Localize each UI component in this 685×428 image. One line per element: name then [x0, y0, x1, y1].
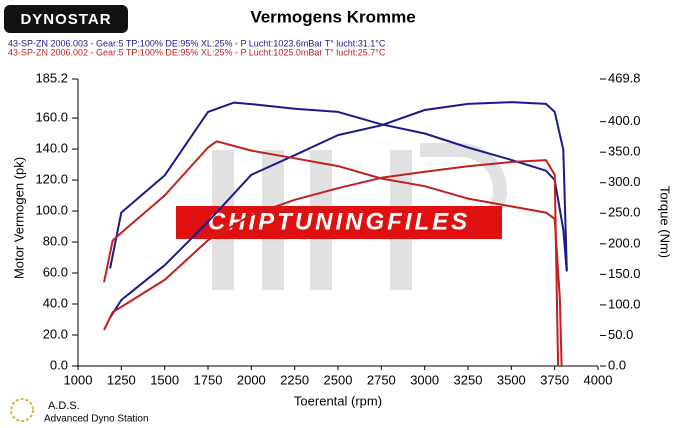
y-tick-label: 0.0	[50, 357, 68, 372]
y2-tick-label: 0.0	[608, 357, 626, 372]
chart-title: Vermogens Kromme	[250, 7, 415, 26]
x-tick-label: 1750	[194, 372, 223, 387]
y-axis-label: Motor Vermogen (pk)	[11, 157, 26, 279]
x-tick-label: 3750	[540, 372, 569, 387]
x-tick-label: 3500	[497, 372, 526, 387]
footer-icon	[10, 398, 34, 422]
footer-short: A.D.S.	[48, 400, 80, 412]
series-line	[109, 101, 568, 319]
series-line	[103, 140, 563, 367]
y-tick-label: 140.0	[35, 140, 68, 155]
x-tick-label: 2500	[324, 372, 353, 387]
logo-box	[4, 5, 128, 33]
y-tick-label: 20.0	[43, 326, 68, 341]
x-tick-label: 1500	[150, 372, 179, 387]
legend-entry: 43-SP-ZN 2006.002 - Gear:5 TP:100% DE:95…	[8, 47, 386, 57]
series-line	[109, 101, 568, 272]
y-tick-label: 40.0	[43, 295, 68, 310]
logo: DYNOSTAR	[20, 11, 111, 28]
y2-tick-label: 250.0	[608, 205, 641, 220]
x-tick-label: 1250	[107, 372, 136, 387]
watermark-box	[176, 206, 502, 239]
y2-tick-label: 469.8	[608, 70, 641, 85]
y2-tick-label: 50.0	[608, 327, 633, 342]
x-tick-label: 3250	[454, 372, 483, 387]
y2-tick-label: 350.0	[608, 144, 641, 159]
y-tick-label: 120.0	[35, 171, 68, 186]
legend-entry: 43-SP-ZN 2006.003 - Gear:5 TP:100% DE:95…	[8, 38, 386, 48]
x-tick-label: 2000	[237, 372, 266, 387]
y2-tick-label: 200.0	[608, 235, 641, 250]
y2-tick-label: 150.0	[608, 266, 641, 281]
watermark: CHIPTUNINGFILES	[208, 208, 470, 235]
y2-tick-label: 400.0	[608, 113, 641, 128]
series-line	[103, 159, 560, 367]
x-tick-label: 3000	[410, 372, 439, 387]
footer-long: Advanced Dyno Station	[44, 414, 149, 425]
x-axis-label: Toerental (rpm)	[294, 393, 382, 408]
y-tick-label: 80.0	[43, 233, 68, 248]
y-tick-label: 100.0	[35, 202, 68, 217]
y2-tick-label: 100.0	[608, 296, 641, 311]
x-tick-label: 2750	[367, 372, 396, 387]
x-tick-label: 1000	[64, 372, 93, 387]
y-tick-label: 185.2	[35, 70, 68, 85]
y-tick-label: 160.0	[35, 109, 68, 124]
y-tick-label: 60.0	[43, 264, 68, 279]
x-tick-label: 4000	[584, 372, 613, 387]
y2-axis-label: Torque (Nm)	[658, 186, 673, 258]
y2-tick-label: 300.0	[608, 174, 641, 189]
x-tick-label: 2250	[280, 372, 309, 387]
